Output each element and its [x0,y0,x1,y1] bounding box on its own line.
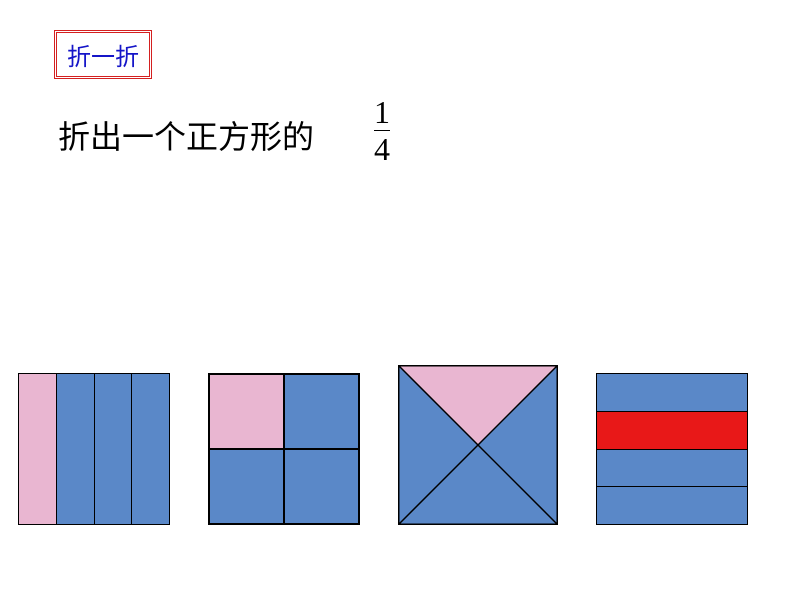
fraction-denominator: 4 [374,133,390,165]
hstrip-3 [597,450,747,488]
hstrip-1 [597,374,747,412]
square-diagonal-x [398,365,558,525]
square-horizontal-strips [596,373,748,525]
strip-1 [19,374,57,524]
strip-3 [95,374,133,524]
cell-tr [284,374,359,449]
square-vertical-strips [18,373,170,525]
diagonal-svg [398,365,558,525]
header-label: 折一折 [67,45,139,71]
instruction-text: 折出一个正方形的 [58,112,314,158]
diagrams-row [18,365,748,525]
strip-2 [57,374,95,524]
cell-tl [209,374,284,449]
strip-4 [132,374,169,524]
cell-br [284,449,359,524]
square-grid-2x2 [208,373,360,525]
fraction-numerator: 1 [374,96,390,128]
hstrip-2 [597,412,747,450]
fraction-one-quarter: 1 4 [374,96,390,165]
hstrip-4 [597,487,747,524]
cell-bl [209,449,284,524]
header-box: 折一折 [54,30,152,79]
